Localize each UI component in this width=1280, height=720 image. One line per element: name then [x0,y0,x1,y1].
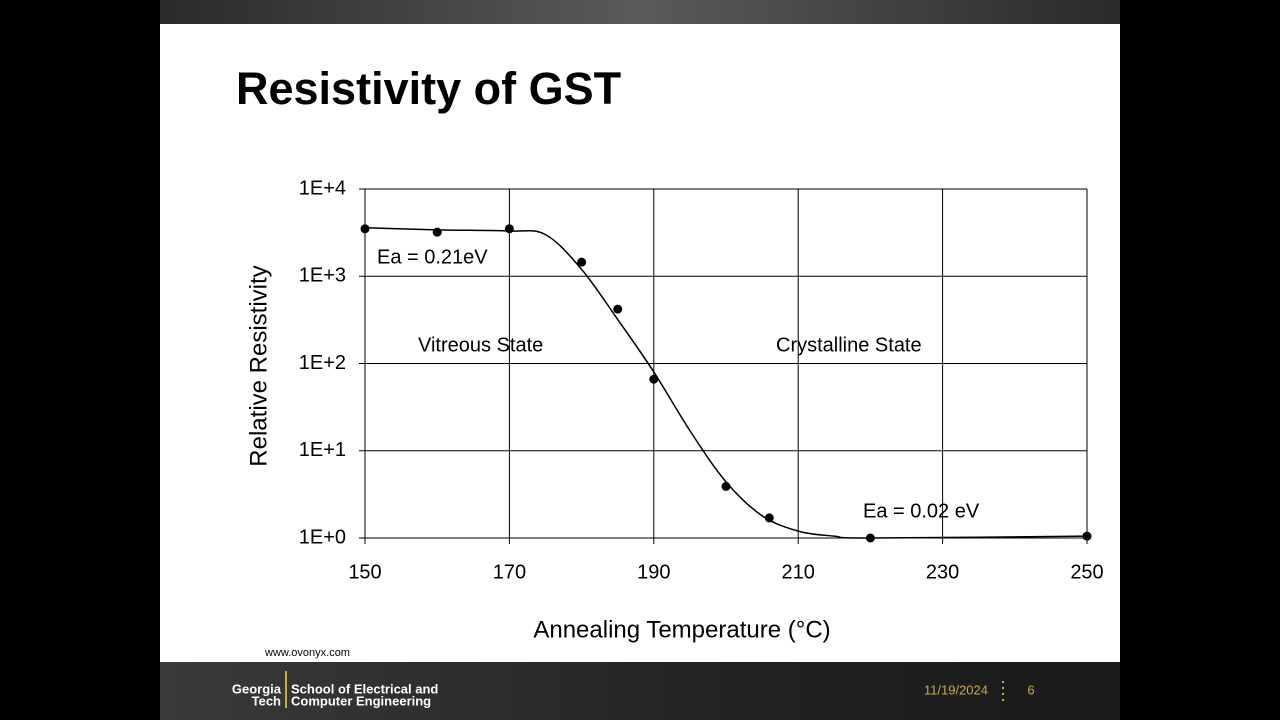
y-tick-label: 1E+3 [299,265,346,287]
data-point [577,257,587,267]
school-line: Computer Engineering [291,693,431,708]
logo-line: Georgia [232,681,282,696]
x-tick-label: 210 [782,561,815,583]
top-bar [160,0,1120,24]
x-tick-label: 170 [493,561,526,583]
data-point [504,224,514,234]
x-axis-label: Annealing Temperature (°C) [533,616,830,643]
annotation: Crystalline State [776,334,922,356]
data-point [613,304,623,314]
annotation: Ea = 0.21eV [377,246,488,268]
slide [160,24,1120,662]
date: 11/19/2024 [924,682,988,697]
y-tick-label: 1E+4 [299,177,346,199]
y-tick-label: 1E+0 [299,526,346,548]
x-tick-label: 250 [1070,561,1103,583]
annotation: Ea = 0.02 eV [863,500,980,522]
slide-title: Resistivity of GST [236,63,621,114]
annotation: Vitreous State [418,334,543,356]
page-number: 6 [1027,682,1034,697]
x-tick-label: 190 [637,561,670,583]
x-tick-label: 150 [348,561,381,583]
y-axis-label: Relative Resistivity [245,265,272,466]
source: www.ovonyx.com [264,647,350,659]
data-point [764,513,774,523]
y-tick-label: 1E+1 [299,439,346,461]
footer [160,662,1120,720]
data-point [649,374,659,384]
y-tick-label: 1E+2 [299,352,346,374]
school-line: School of Electrical and [291,681,438,696]
fit-curve [364,226,1088,539]
data-point [432,227,442,237]
data-point [360,224,370,234]
x-tick-label: 230 [926,561,959,583]
logo-line: Tech [252,693,281,708]
